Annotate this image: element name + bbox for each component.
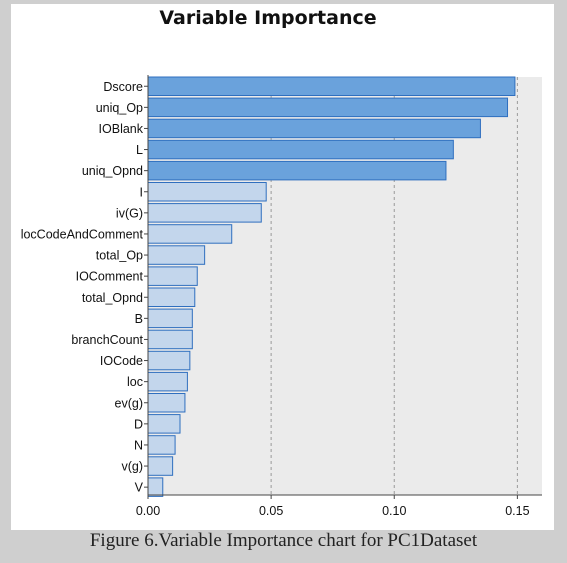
x-tick-label-1: 0.05 bbox=[259, 504, 283, 518]
y-tick-label-19: V bbox=[135, 481, 144, 495]
bar-4 bbox=[147, 160, 447, 181]
bar-11 bbox=[147, 308, 193, 329]
bars bbox=[147, 76, 516, 497]
y-tick-label-9: IOComment bbox=[76, 270, 144, 284]
y-tick-label-17: N bbox=[134, 438, 143, 452]
x-tick-label-0: 0.00 bbox=[136, 504, 160, 518]
x-tick-label-2: 0.10 bbox=[382, 504, 406, 518]
y-tick-label-10: total_Opnd bbox=[82, 291, 143, 305]
y-tick-label-8: total_Op bbox=[96, 249, 143, 263]
y-tick-label-1: uniq_Op bbox=[96, 101, 143, 115]
y-tick-label-14: loc bbox=[127, 375, 143, 389]
bar-12 bbox=[147, 329, 193, 350]
bar-14 bbox=[147, 371, 188, 392]
bar-7 bbox=[147, 224, 233, 244]
figure-caption: Figure 6.Variable Importance chart for P… bbox=[89, 530, 478, 551]
bar-9 bbox=[147, 266, 198, 286]
y-tick-label-16: D bbox=[134, 417, 143, 431]
bar-19 bbox=[147, 477, 164, 497]
y-tick-label-0: Dscore bbox=[103, 80, 143, 94]
x-tick-label-3: 0.15 bbox=[505, 504, 529, 518]
chart-frame: Variable Importance Dscore uniq_Op IOBlank… bbox=[11, 4, 554, 530]
bar-16 bbox=[147, 414, 181, 434]
y-tick-label-15: ev(g) bbox=[115, 396, 143, 410]
y-tick-label-11: B bbox=[135, 312, 143, 326]
y-tick-label-7: locCodeAndComment bbox=[21, 227, 144, 241]
bar-3 bbox=[147, 139, 454, 160]
plot-area bbox=[148, 77, 542, 495]
bar-0 bbox=[147, 76, 516, 96]
bar-1 bbox=[147, 97, 509, 118]
variable-importance-chart: Variable Importance Dscore uniq_Op IOBlank… bbox=[21, 7, 542, 518]
bar-6 bbox=[147, 203, 262, 223]
bar-5 bbox=[147, 182, 267, 202]
y-tick-label-18: v(g) bbox=[121, 460, 143, 474]
y-tick-label-5: I bbox=[140, 185, 143, 199]
bar-13 bbox=[147, 350, 191, 371]
bar-17 bbox=[147, 435, 176, 455]
bar-2 bbox=[147, 118, 481, 139]
y-tick-label-4: uniq_Opnd bbox=[82, 164, 143, 178]
y-tick-label-12: branchCount bbox=[71, 333, 143, 347]
bar-10 bbox=[147, 287, 196, 307]
y-tick-label-6: iv(G) bbox=[116, 206, 143, 220]
bar-18 bbox=[147, 456, 174, 476]
y-tick-label-3: L bbox=[136, 143, 143, 157]
y-tick-label-13: IOCode bbox=[100, 354, 143, 368]
bar-8 bbox=[147, 245, 206, 265]
y-tick-label-2: IOBlank bbox=[99, 122, 144, 136]
bar-15 bbox=[147, 393, 186, 413]
chart-title: Variable Importance bbox=[159, 7, 376, 29]
gridlines bbox=[270, 77, 518, 495]
